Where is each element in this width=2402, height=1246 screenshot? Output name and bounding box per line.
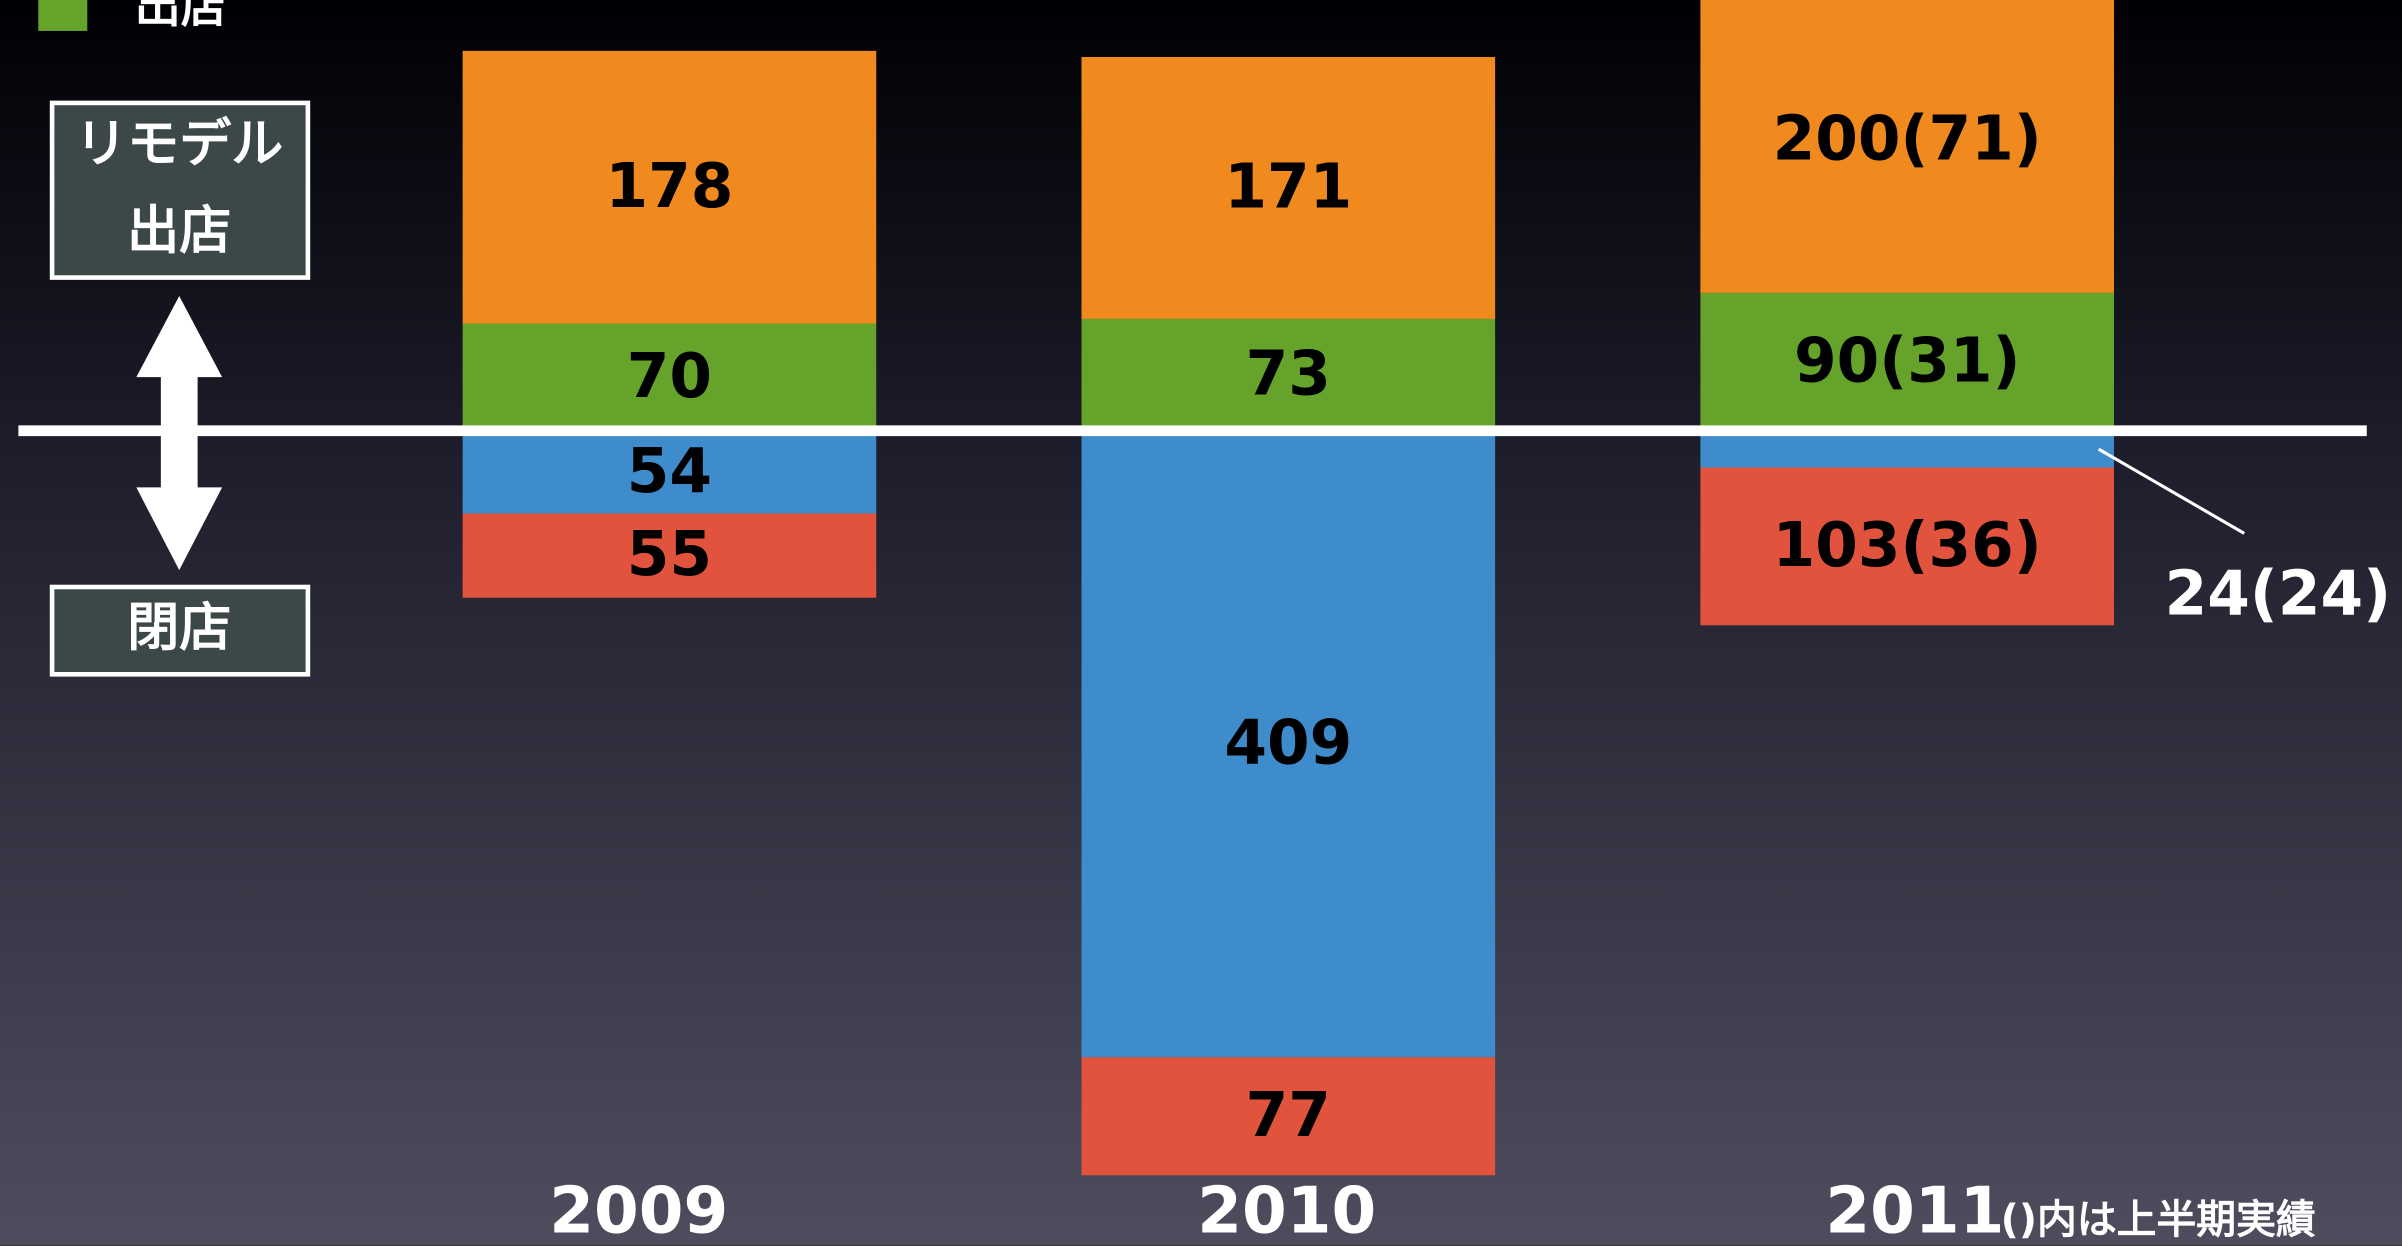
up-label-box [49, 100, 311, 280]
value-label: 171 [1224, 152, 1352, 223]
up-label: リモデル [75, 114, 283, 174]
value-label: 200(71) [1773, 103, 2042, 174]
up-label: 出店 [127, 202, 231, 262]
value-label: 24(24) [2165, 558, 2392, 629]
bar-segment [1700, 430, 2115, 468]
value-label: 90(31) [1794, 325, 2021, 396]
down-label: 閉店 [127, 598, 231, 658]
bar-segment [462, 430, 877, 514]
value-label: 54 [627, 436, 712, 507]
value-label: 103(36) [1773, 510, 2042, 581]
legend-swatch [38, 0, 88, 31]
x-tick-label: 2009 [549, 1174, 728, 1246]
bar-segment [1081, 1057, 1496, 1176]
bar-segment [1081, 56, 1496, 319]
bar-segment [462, 50, 877, 324]
x-tick-label: 2011 [1825, 1174, 2004, 1246]
arrow [136, 295, 223, 571]
value-label: 178 [605, 151, 733, 222]
value-label: 77 [1246, 1080, 1331, 1151]
leader-line [2097, 447, 2245, 535]
value-label: 73 [1246, 338, 1331, 409]
bar-segment [1081, 318, 1496, 431]
bar-segment [1700, 467, 2115, 626]
note: ()内は上半期実績 [2001, 1197, 2316, 1243]
value-label: 409 [1224, 708, 1352, 779]
legend-label: 出店 [135, 0, 227, 33]
bar-segment [1081, 430, 1496, 1058]
bar-segment [462, 323, 877, 431]
bars: 70 178 54 55 2009 73 171 409 77 2010 90(31) 200(71)… [462, 0, 2392, 1246]
value-label: 55 [627, 519, 712, 590]
bar-segment [462, 513, 877, 598]
bar-segment [1700, 292, 2115, 431]
x-tick-label: 2010 [1197, 1174, 1376, 1246]
down-label-box [49, 584, 311, 677]
bar-segment [1700, 0, 2115, 293]
value-label: 70 [627, 341, 712, 412]
